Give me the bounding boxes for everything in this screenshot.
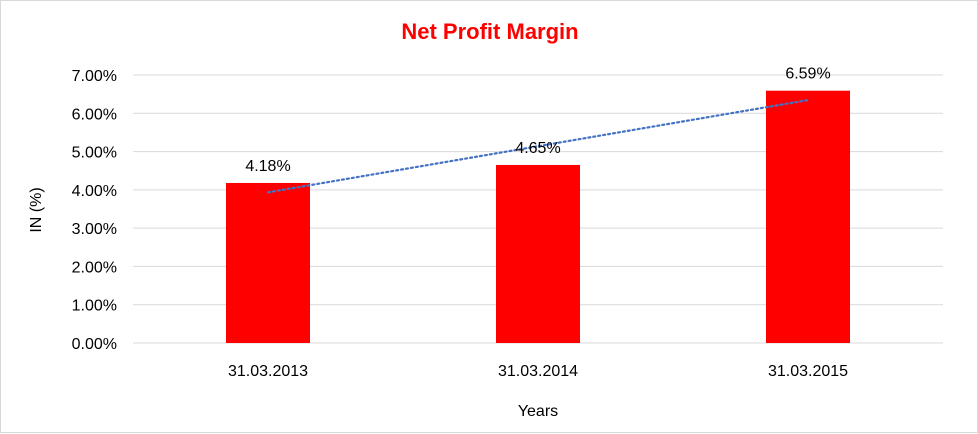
data-label: 4.18% — [245, 158, 290, 175]
data-label: 4.65% — [515, 140, 560, 157]
trendline — [266, 98, 810, 194]
x-tick-label: 31.03.2015 — [768, 363, 848, 380]
y-tick-label: 1.00% — [72, 298, 117, 315]
data-labels: 4.18% 4.65% 6.59% — [245, 66, 830, 175]
y-axis-ticks: 0.00% 1.00% 2.00% 3.00% 4.00% 5.00% 6.00% 7.00% — [72, 68, 117, 353]
data-label: 6.59% — [785, 66, 830, 83]
y-tick-label: 6.00% — [72, 106, 117, 123]
bar — [226, 182, 310, 343]
x-tick-label: 31.03.2013 — [228, 363, 308, 380]
y-tick-label: 3.00% — [72, 221, 117, 238]
y-tick-label: 2.00% — [72, 259, 117, 276]
y-tick-label: 7.00% — [72, 68, 117, 85]
bars — [226, 90, 850, 343]
trendline-group — [266, 98, 810, 194]
y-tick-label: 0.00% — [72, 336, 117, 353]
y-tick-label: 5.00% — [72, 145, 117, 162]
x-axis-title: Years — [518, 403, 558, 420]
y-axis-title: IN (%) — [28, 187, 45, 232]
chart-title: Net Profit Margin — [401, 19, 578, 44]
x-tick-label: 31.03.2014 — [498, 363, 578, 380]
x-axis-ticks: 31.03.2013 31.03.2014 31.03.2015 — [228, 363, 848, 380]
bar — [766, 90, 850, 343]
y-tick-label: 4.00% — [72, 183, 117, 200]
bar — [496, 164, 580, 343]
